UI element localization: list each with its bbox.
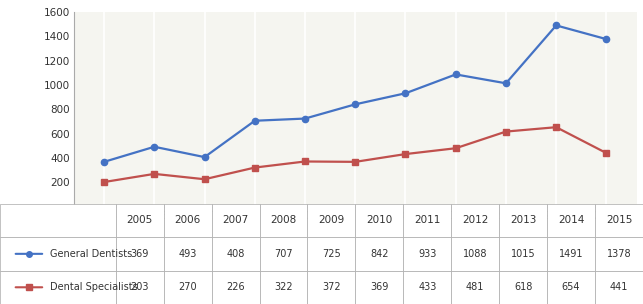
Text: 2009: 2009	[318, 216, 345, 225]
Bar	[547, 271, 595, 304]
Bar	[595, 271, 643, 304]
Text: 372: 372	[322, 282, 341, 292]
Bar	[403, 204, 451, 237]
Text: 2007: 2007	[222, 216, 249, 225]
Text: General Dentists: General Dentists	[50, 249, 132, 259]
Text: 270: 270	[178, 282, 197, 292]
Text: 408: 408	[226, 249, 245, 259]
Text: 2013: 2013	[510, 216, 536, 225]
Bar	[403, 237, 451, 271]
Bar	[116, 204, 164, 237]
Bar	[164, 271, 212, 304]
Text: Dental Specialists: Dental Specialists	[50, 282, 138, 292]
Text: 842: 842	[370, 249, 388, 259]
Bar	[499, 237, 547, 271]
Bar	[212, 204, 260, 237]
Text: 1491: 1491	[559, 249, 583, 259]
Text: 2010: 2010	[367, 216, 392, 225]
Bar	[260, 271, 307, 304]
Bar	[403, 271, 451, 304]
Text: 2006: 2006	[174, 216, 201, 225]
Bar	[499, 271, 547, 304]
Text: 2008: 2008	[270, 216, 296, 225]
Bar	[260, 237, 307, 271]
Text: 481: 481	[466, 282, 484, 292]
Bar	[499, 204, 547, 237]
Text: 725: 725	[322, 249, 341, 259]
Bar	[356, 271, 403, 304]
Text: 2011: 2011	[414, 216, 440, 225]
Bar	[212, 237, 260, 271]
Bar	[547, 204, 595, 237]
Text: 203: 203	[131, 282, 149, 292]
Text: 1088: 1088	[463, 249, 487, 259]
Text: 2012: 2012	[462, 216, 489, 225]
Bar	[116, 237, 164, 271]
Text: 618: 618	[514, 282, 532, 292]
Bar	[595, 237, 643, 271]
Bar	[595, 204, 643, 237]
Bar	[307, 271, 356, 304]
Text: 441: 441	[610, 282, 628, 292]
Text: 493: 493	[179, 249, 197, 259]
Bar	[451, 204, 499, 237]
Text: 322: 322	[274, 282, 293, 292]
Bar	[356, 204, 403, 237]
Bar	[547, 237, 595, 271]
Bar	[451, 237, 499, 271]
Text: 1378: 1378	[607, 249, 631, 259]
Bar	[451, 271, 499, 304]
Bar	[356, 237, 403, 271]
Bar	[164, 237, 212, 271]
Bar	[307, 237, 356, 271]
Text: 2014: 2014	[558, 216, 584, 225]
Text: 2015: 2015	[606, 216, 632, 225]
Text: 2005: 2005	[127, 216, 153, 225]
Bar	[307, 204, 356, 237]
Bar	[116, 271, 164, 304]
Text: 654: 654	[562, 282, 581, 292]
Text: 369: 369	[131, 249, 149, 259]
Bar	[164, 204, 212, 237]
Text: 433: 433	[418, 282, 437, 292]
Text: 707: 707	[274, 249, 293, 259]
Bar	[260, 204, 307, 237]
Text: 1015: 1015	[511, 249, 536, 259]
Text: 933: 933	[418, 249, 437, 259]
Text: 369: 369	[370, 282, 388, 292]
Text: 226: 226	[226, 282, 245, 292]
Bar	[212, 271, 260, 304]
